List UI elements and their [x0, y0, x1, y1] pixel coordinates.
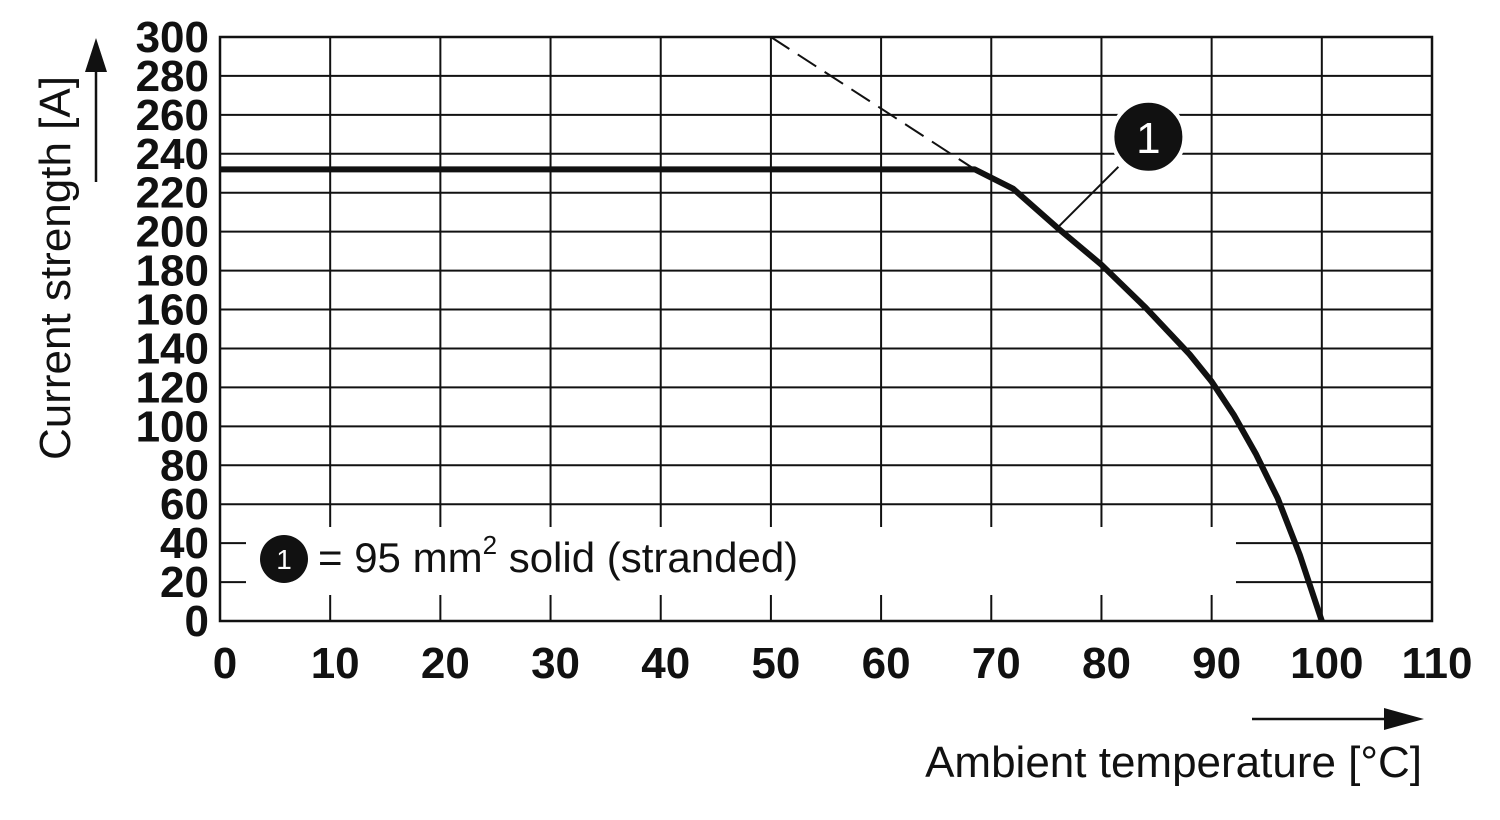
series-layer: [220, 36, 1325, 622]
x-tick-label: 30: [531, 639, 580, 688]
y-tick-label: 120: [136, 363, 209, 412]
y-tick-label: 80: [160, 441, 209, 490]
x-tick-label: 20: [421, 639, 470, 688]
x-tick-label: 100: [1290, 639, 1363, 688]
y-tick-label: 280: [136, 52, 209, 101]
x-tick-label: 60: [862, 639, 911, 688]
x-tick-label: 110: [1402, 639, 1473, 688]
legend-marker: [260, 535, 308, 583]
x-axis-arrow: [1252, 708, 1424, 730]
y-tick-label: 220: [136, 169, 209, 218]
callout: 1: [1056, 98, 1187, 229]
tick-labels: 0204060801001201401601802002202402602803…: [136, 13, 1473, 688]
x-axis-label: Ambient temperature [°C]: [925, 738, 1422, 787]
legend-box: [246, 527, 1236, 595]
y-tick-label: 100: [136, 402, 209, 451]
x-tick-label: 80: [1082, 639, 1131, 688]
callout-marker-label: 1: [1136, 114, 1160, 163]
legend-text-post: solid (stranded): [497, 534, 798, 581]
series-line-dashed: [770, 36, 976, 171]
y-tick-label: 200: [136, 208, 209, 257]
legend-marker-label: 1: [276, 544, 292, 575]
legend: 1 = 95 mm2 solid (stranded): [246, 527, 1236, 595]
x-tick-label: 50: [751, 639, 800, 688]
x-tick-label: 0: [213, 639, 237, 688]
y-tick-label: 40: [160, 519, 209, 568]
y-tick-label: 240: [136, 130, 209, 179]
y-tick-label: 180: [136, 247, 209, 296]
y-tick-label: 0: [185, 597, 209, 646]
series-line-1: [220, 166, 1325, 622]
y-tick-label: 20: [160, 558, 209, 607]
y-tick-label: 300: [136, 13, 209, 62]
y-tick-label: 140: [136, 324, 209, 373]
x-tick-label: 90: [1192, 639, 1241, 688]
legend-label: = 95 mm2 solid (stranded): [318, 530, 798, 581]
x-tick-label: 40: [641, 639, 690, 688]
y-tick-label: 60: [160, 480, 209, 529]
x-tick-label: 10: [311, 639, 360, 688]
y-tick-label: 160: [136, 286, 209, 335]
y-axis-label: Current strength [A]: [31, 76, 80, 460]
plot-frame: [218, 35, 1434, 623]
legend-text-pre: = 95 mm: [318, 534, 483, 581]
x-tick-label: 70: [972, 639, 1021, 688]
callout-marker: [1110, 98, 1187, 175]
callout-leader: [1056, 166, 1120, 229]
y-tick-label: 260: [136, 91, 209, 140]
legend-superscript: 2: [483, 530, 497, 560]
y-axis-arrow: [85, 38, 107, 182]
